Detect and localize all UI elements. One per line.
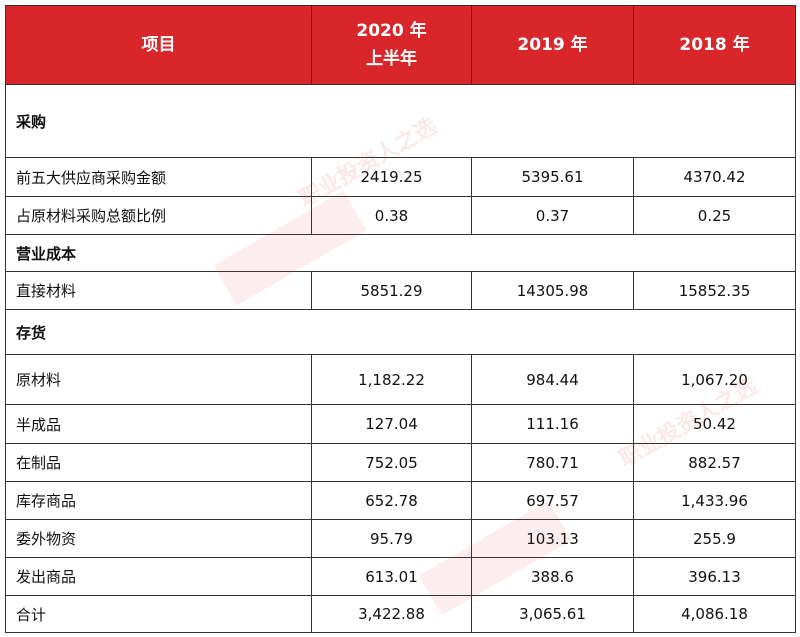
section-procurement: 采购: [5, 84, 796, 158]
cell-2018: 4370.42: [633, 157, 796, 197]
table-row: 原材料 1,182.22 984.44 1,067.20: [5, 354, 796, 405]
row-label: 占原材料采购总额比例: [5, 196, 312, 235]
cell-2020: 613.01: [311, 557, 472, 596]
table-row: 发出商品 613.01 388.6 396.13: [5, 557, 796, 596]
header-row: 项目 2020 年 上半年 2019 年 2018 年: [5, 5, 796, 85]
header-2020: 2020 年 上半年: [311, 5, 472, 85]
cell-2018: 0.25: [633, 196, 796, 235]
row-label: 在制品: [5, 443, 312, 482]
header-2020-half: 上半年: [366, 49, 417, 69]
section-operating-cost: 营业成本: [5, 234, 796, 272]
cell-2020: 0.38: [311, 196, 472, 235]
cell-2020: 127.04: [311, 404, 472, 444]
cell-2018: 4,086.18: [633, 595, 796, 633]
cell-2020: 2419.25: [311, 157, 472, 197]
section-row: 营业成本: [5, 234, 796, 272]
row-label: 前五大供应商采购金额: [5, 157, 312, 197]
cell-2018: 1,433.96: [633, 481, 796, 520]
table-row: 前五大供应商采购金额 2419.25 5395.61 4370.42: [5, 157, 796, 197]
row-label: 发出商品: [5, 557, 312, 596]
section-row: 存货: [5, 309, 796, 355]
cell-2019: 984.44: [471, 354, 634, 405]
cell-2020: 95.79: [311, 519, 472, 558]
section-row: 采购: [5, 84, 796, 158]
row-label: 直接材料: [5, 271, 312, 310]
cell-2019: 3,065.61: [471, 595, 634, 633]
table-row: 库存商品 652.78 697.57 1,433.96: [5, 481, 796, 520]
cell-2019: 388.6: [471, 557, 634, 596]
cell-2018: 15852.35: [633, 271, 796, 310]
row-label: 委外物资: [5, 519, 312, 558]
cell-2020: 752.05: [311, 443, 472, 482]
cell-2020: 652.78: [311, 481, 472, 520]
header-item: 项目: [5, 5, 312, 85]
cell-2020: 3,422.88: [311, 595, 472, 633]
cell-2019: 780.71: [471, 443, 634, 482]
cell-2018: 1,067.20: [633, 354, 796, 405]
cell-2018: 255.9: [633, 519, 796, 558]
cell-2020: 1,182.22: [311, 354, 472, 405]
cell-2018: 882.57: [633, 443, 796, 482]
cell-2019: 5395.61: [471, 157, 634, 197]
cell-2019: 14305.98: [471, 271, 634, 310]
row-label: 半成品: [5, 404, 312, 444]
header-2020-year: 2020 年: [356, 21, 427, 41]
table-row: 占原材料采购总额比例 0.38 0.37 0.25: [5, 196, 796, 235]
cell-2018: 50.42: [633, 404, 796, 444]
table-row-total: 合计 3,422.88 3,065.61 4,086.18: [5, 595, 796, 633]
cell-2019: 103.13: [471, 519, 634, 558]
table-row: 在制品 752.05 780.71 882.57: [5, 443, 796, 482]
cell-2019: 111.16: [471, 404, 634, 444]
header-2019: 2019 年: [471, 5, 634, 85]
section-inventory: 存货: [5, 309, 796, 355]
table-row: 直接材料 5851.29 14305.98 15852.35: [5, 271, 796, 310]
row-label: 合计: [5, 595, 312, 633]
cell-2019: 697.57: [471, 481, 634, 520]
header-2018: 2018 年: [633, 5, 796, 85]
cell-2018: 396.13: [633, 557, 796, 596]
row-label: 原材料: [5, 354, 312, 405]
table-row: 半成品 127.04 111.16 50.42: [5, 404, 796, 444]
financial-table: 项目 2020 年 上半年 2019 年 2018 年 采购 前五大供应商采购金…: [5, 5, 796, 633]
cell-2020: 5851.29: [311, 271, 472, 310]
cell-2019: 0.37: [471, 196, 634, 235]
row-label: 库存商品: [5, 481, 312, 520]
table-row: 委外物资 95.79 103.13 255.9: [5, 519, 796, 558]
